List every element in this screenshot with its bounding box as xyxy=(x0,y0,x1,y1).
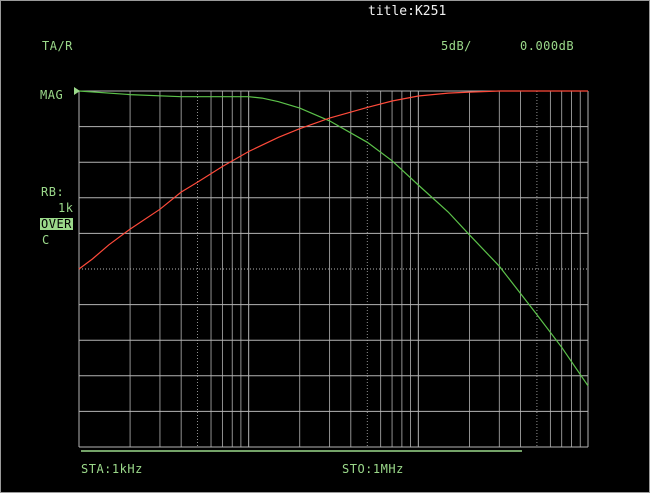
over-badge: OVER xyxy=(40,217,73,231)
rb-label: RB: xyxy=(41,185,65,199)
reference-label: 0.000dB xyxy=(520,39,575,53)
screen-title: title:K251 xyxy=(368,4,447,19)
mode-label: TA/R xyxy=(42,39,73,53)
c-label: C xyxy=(42,233,50,247)
trace-red xyxy=(78,90,588,270)
start-label: STA:1kHz xyxy=(81,462,143,476)
trace-label: MAG xyxy=(40,88,64,102)
trace-green xyxy=(78,90,589,387)
stop-label: STO:1MHz xyxy=(342,462,404,476)
rb-value: 1k xyxy=(58,201,74,215)
scale-label: 5dB/ xyxy=(441,39,472,53)
reference-marker-icon xyxy=(74,87,80,95)
